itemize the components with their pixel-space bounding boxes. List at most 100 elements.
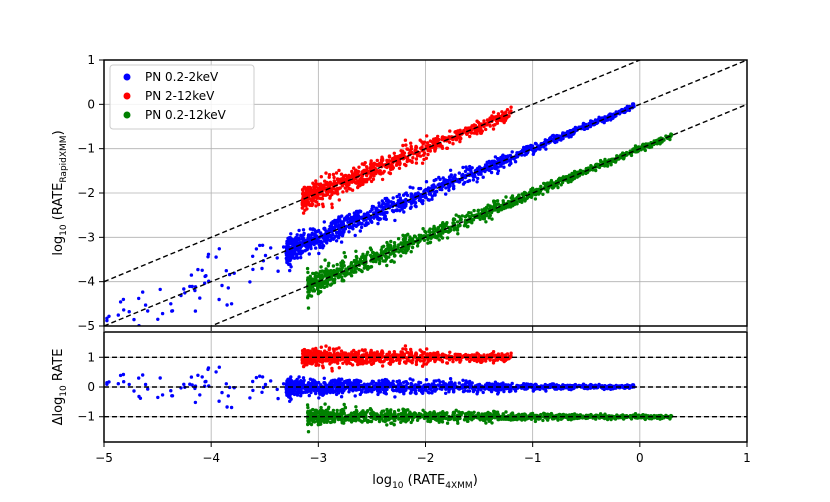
top-point (490, 171, 493, 174)
top-point (122, 298, 125, 301)
top-point (305, 207, 308, 210)
top-point (309, 278, 312, 281)
top-point (439, 235, 442, 238)
top-point (316, 287, 319, 290)
top-point (399, 241, 402, 244)
top-point (353, 260, 356, 263)
top-point (448, 230, 451, 233)
top-point (264, 254, 267, 257)
top-point (386, 160, 389, 163)
top-point (132, 318, 135, 321)
top-point (328, 173, 331, 176)
top-point (461, 166, 464, 169)
bottom-point (288, 400, 291, 403)
top-point (372, 178, 375, 181)
top-point (326, 193, 329, 196)
top-point (597, 116, 600, 119)
top-point (385, 211, 388, 214)
top-point (504, 195, 507, 198)
top-point (288, 255, 291, 258)
bottom-point (322, 410, 325, 413)
bottom-point (393, 412, 396, 415)
bottom-point (329, 411, 332, 414)
top-point (288, 259, 291, 262)
bottom-point (306, 403, 309, 406)
top-point (379, 172, 382, 175)
top-point (387, 171, 390, 174)
bottom-point (308, 394, 311, 397)
top-point (321, 284, 324, 287)
top-point (395, 209, 398, 212)
top-point (469, 211, 472, 214)
top-point (446, 236, 449, 239)
bottom-point (344, 406, 347, 409)
top-point (449, 175, 452, 178)
top-point (299, 256, 302, 259)
top-point (367, 266, 370, 269)
top-point (603, 164, 606, 167)
top-point (668, 138, 671, 141)
top-point (302, 232, 305, 235)
top-point (390, 259, 393, 262)
top-point (323, 227, 326, 230)
top-point (346, 184, 349, 187)
top-point (307, 306, 310, 309)
top-point (437, 138, 440, 141)
top-point (329, 269, 332, 272)
top-point (159, 288, 162, 291)
bottom-point (446, 422, 449, 425)
top-point (190, 273, 193, 276)
top-point (194, 309, 197, 312)
top-point (404, 139, 407, 142)
top-point (522, 192, 525, 195)
top-point (161, 312, 164, 315)
top-point (316, 275, 319, 278)
top-point (488, 216, 491, 219)
top-point (419, 234, 422, 237)
top-y-tick-label: −1 (77, 142, 95, 156)
top-y-tick-label: −2 (77, 186, 95, 200)
top-point (371, 255, 374, 258)
top-point (343, 251, 346, 254)
top-point (315, 182, 318, 185)
top-point (307, 234, 310, 237)
top-point (409, 186, 412, 189)
top-panel-points (105, 102, 673, 329)
top-point (169, 302, 172, 305)
top-point (389, 246, 392, 249)
bottom-point (502, 390, 505, 393)
top-point (311, 289, 314, 292)
top-point (351, 225, 354, 228)
top-point (255, 247, 258, 250)
top-point (402, 154, 405, 157)
top-point (214, 255, 217, 258)
top-point (402, 239, 405, 242)
bottom-point (499, 417, 502, 420)
bottom-point (350, 418, 353, 421)
top-point (594, 118, 597, 121)
top-point (448, 129, 451, 132)
top-point (325, 285, 328, 288)
top-point (376, 222, 379, 225)
top-point (353, 211, 356, 214)
top-point (397, 156, 400, 159)
top-point (327, 262, 330, 265)
top-point (218, 247, 221, 250)
bottom-point (385, 423, 388, 426)
top-point (458, 140, 461, 143)
top-point (337, 236, 340, 239)
top-point (544, 138, 547, 141)
top-point (421, 162, 424, 165)
top-point (451, 142, 454, 145)
top-point (334, 223, 337, 226)
top-point (297, 229, 300, 232)
bottom-point (541, 419, 544, 422)
bottom-point (501, 382, 504, 385)
top-point (415, 157, 418, 160)
top-point (320, 175, 323, 178)
top-point (499, 208, 502, 211)
top-point (426, 145, 429, 148)
top-point (438, 238, 441, 241)
top-point (370, 248, 373, 251)
top-point (353, 173, 356, 176)
